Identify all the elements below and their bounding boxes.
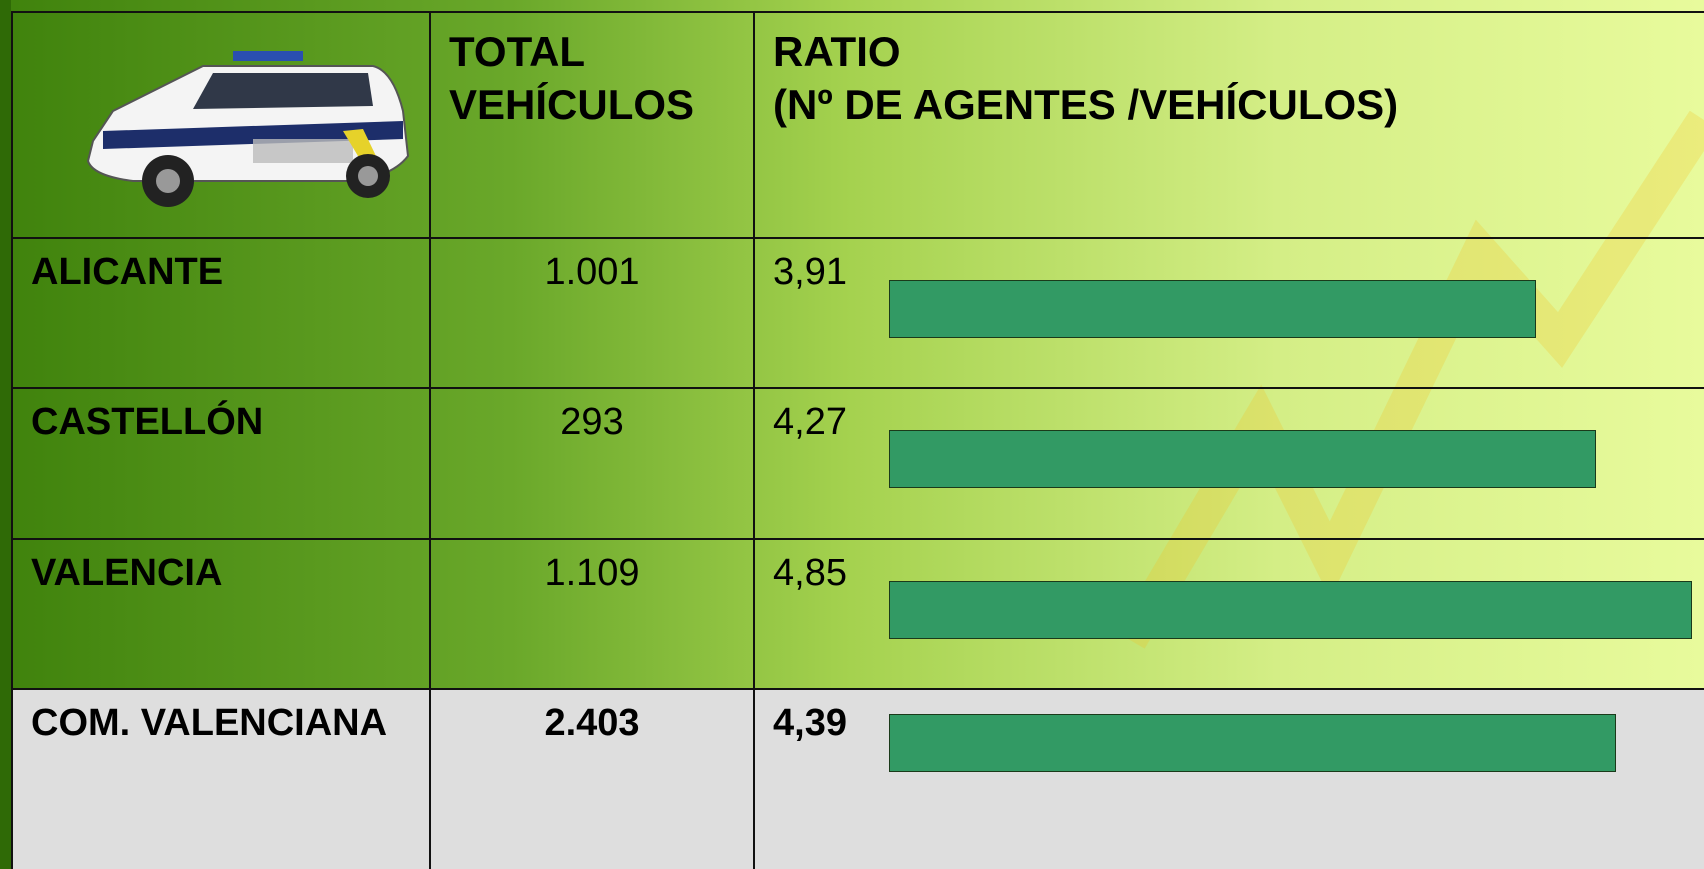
header-ratio-line: (Nº DE AGENTES /VEHÍCULOS) (773, 78, 1693, 131)
row-total: 2.403 (429, 688, 755, 869)
header-ratio-line: RATIO (773, 25, 1693, 78)
row-total: 1.109 (429, 538, 755, 690)
ratio-bar (889, 280, 1536, 338)
image-cell (11, 11, 431, 239)
ratio-bar (889, 714, 1616, 772)
row-name: CASTELLÓN (11, 387, 431, 540)
row-name: COM. VALENCIANA (11, 688, 431, 869)
ratio-bar (889, 581, 1692, 639)
header-total: TOTAL VEHÍCULOS (429, 11, 755, 239)
slide: TOTAL VEHÍCULOS RATIO (Nº DE AGENTES /VE… (0, 0, 1704, 869)
police-car-icon (73, 31, 413, 221)
row-name: VALENCIA (11, 538, 431, 690)
row-name: ALICANTE (11, 237, 431, 389)
row-total: 1.001 (429, 237, 755, 389)
left-border (0, 0, 11, 869)
row-total: 293 (429, 387, 755, 540)
ratio-bar (889, 430, 1596, 488)
header-ratio: RATIO (Nº DE AGENTES /VEHÍCULOS) (753, 11, 1704, 239)
